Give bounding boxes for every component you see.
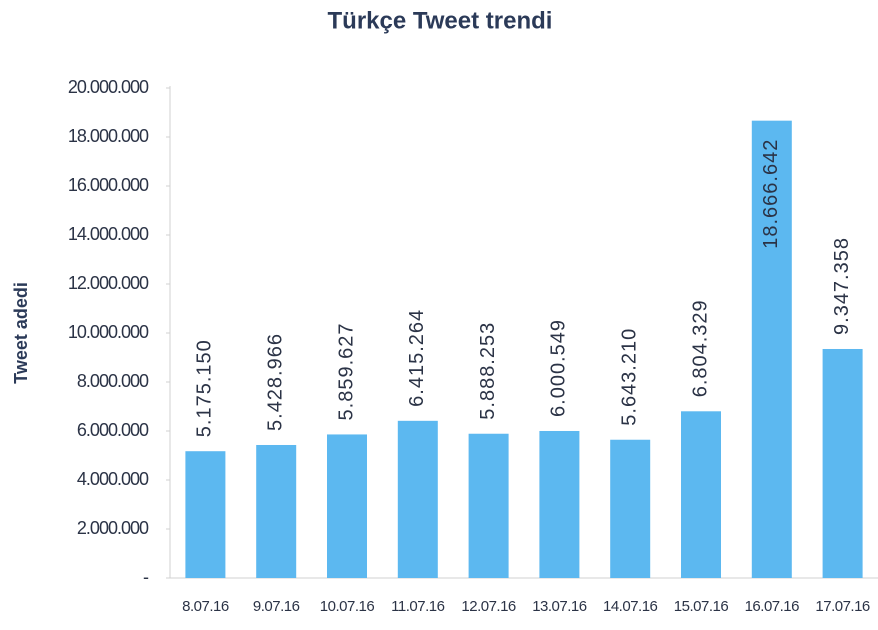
value-label: 5.175.150 bbox=[194, 339, 216, 437]
bar bbox=[822, 348, 863, 578]
chart-title: Türkçe Tweet trendi bbox=[328, 7, 553, 34]
y-tick-label: 2.000.000 bbox=[77, 518, 149, 538]
bar bbox=[256, 444, 297, 578]
bar bbox=[539, 430, 580, 578]
y-axis-label: Tweet adedi bbox=[11, 282, 31, 384]
bar bbox=[397, 420, 438, 578]
x-tick-label: 14.07.16 bbox=[603, 598, 658, 615]
bar bbox=[751, 120, 792, 579]
bar bbox=[681, 411, 721, 578]
x-tick-label: 10.07.16 bbox=[320, 598, 375, 615]
value-label: 5.859.627 bbox=[335, 322, 357, 420]
y-tick-label: - bbox=[143, 567, 149, 587]
value-label: 5.888.253 bbox=[477, 322, 499, 420]
value-label: 6.000.549 bbox=[548, 319, 570, 417]
x-tick-label: 16.07.16 bbox=[745, 598, 800, 615]
y-tick-label: 10.000.000 bbox=[68, 322, 149, 342]
y-tick-label: 14.000.000 bbox=[68, 224, 149, 244]
x-tick-label: 11.07.16 bbox=[391, 598, 444, 615]
y-tick-label: 12.000.000 bbox=[68, 273, 149, 293]
y-tick-label: 6.000.000 bbox=[77, 420, 149, 440]
y-tick-label: 16.000.000 bbox=[68, 175, 149, 195]
y-tick-label: 20.000.000 bbox=[68, 77, 149, 97]
value-label: 18.666.642 bbox=[760, 139, 782, 249]
bar bbox=[468, 433, 509, 578]
bar bbox=[185, 451, 226, 578]
value-label: 5.643.210 bbox=[618, 328, 640, 426]
value-label: 9.347.358 bbox=[831, 237, 853, 335]
x-tick-label: 13.07.16 bbox=[532, 598, 587, 615]
value-label: 6.804.329 bbox=[689, 299, 711, 397]
value-label: 6.415.264 bbox=[406, 309, 428, 407]
x-tick-label: 17.07.16 bbox=[815, 598, 870, 615]
bar bbox=[327, 434, 367, 578]
x-tick-label: 8.07.16 bbox=[182, 598, 229, 615]
value-label: 5.428.966 bbox=[264, 333, 286, 431]
y-tick-label: 4.000.000 bbox=[77, 469, 149, 489]
y-tick-label: 8.000.000 bbox=[77, 371, 149, 391]
x-tick-label: 15.07.16 bbox=[674, 598, 729, 615]
x-tick-label: 9.07.16 bbox=[253, 598, 300, 615]
y-tick-label: 18.000.000 bbox=[68, 126, 149, 146]
bar bbox=[610, 439, 651, 578]
x-tick-label: 12.07.16 bbox=[461, 598, 516, 615]
